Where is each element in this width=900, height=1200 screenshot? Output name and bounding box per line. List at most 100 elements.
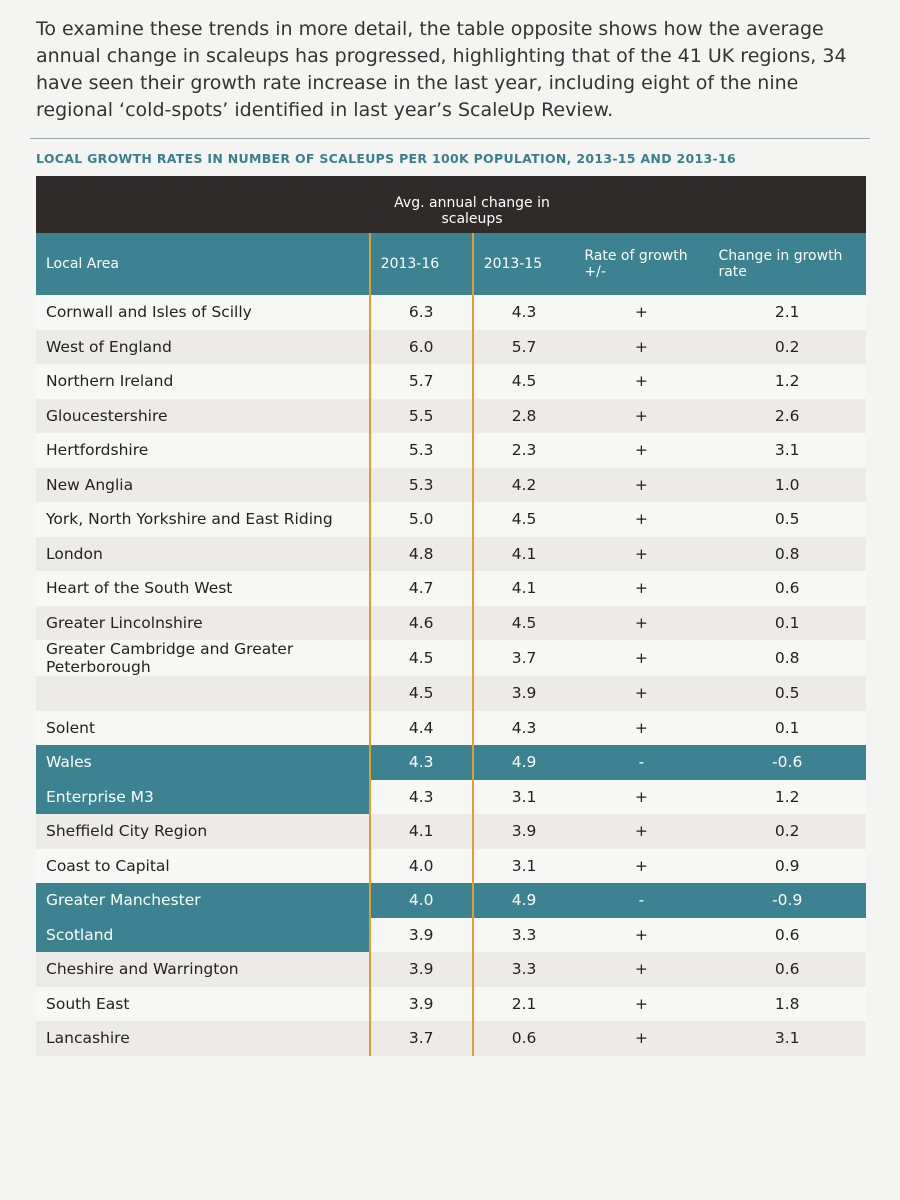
value-cell: 4.5 [368,640,474,676]
value-cell: 4.3 [368,745,474,780]
value-cell: 0.6 [708,917,866,952]
value-cell: 0.5 [708,676,866,711]
value-cell: 4.0 [368,848,474,883]
table-row: Greater Cambridge and Greater Peterborou… [36,640,866,676]
table-row: York, North Yorkshire and East Riding 5.0… [36,502,866,537]
value-cell: 0.1 [708,605,866,640]
value-cell: + [574,536,709,571]
value-cell: 4.8 [368,536,474,571]
column-header: Local Area [36,233,370,295]
value-cell: 1.2 [708,364,866,399]
value-cell: 5.3 [368,467,474,502]
table-row: Solent 4.4 4.3 +0.1 [36,710,866,745]
area-name: Scotland [36,917,370,952]
area-name: Cornwall and Isles of Scilly [36,295,370,330]
table-title: LOCAL GROWTH RATES IN NUMBER OF SCALEUPS… [36,151,736,166]
area-name: London [36,536,370,571]
value-cell: 3.7 [472,640,575,676]
value-cell: + [574,571,709,606]
value-cell: 2.3 [472,433,575,468]
area-name: West of England [36,329,370,364]
table-row: Hertfordshire 5.3 2.3 +3.1 [36,433,866,468]
area-name: Greater Manchester [36,883,370,918]
value-cell: 4.1 [472,536,575,571]
area-name: Heart of the South West [36,571,370,606]
value-cell: 4.6 [368,605,474,640]
table-row: Northern Ireland 5.7 4.5 +1.2 [36,364,866,399]
intro-text: To examine these trends in more detail, … [36,18,847,121]
value-cell: + [574,814,709,849]
table-row: Sheffield City Region 4.1 3.9 +0.2 [36,814,866,849]
value-cell: 4.5 [472,605,575,640]
table-row: Heart of the South West 4.7 4.1 +0.6 [36,571,866,606]
column-header: 2013-15 [472,233,575,295]
column-header: 2013-16 [368,233,474,295]
table-row: Enterprise M3 4.3 3.1 +1.2 [36,779,866,814]
area-name: Gloucestershire [36,398,370,433]
value-cell: 4.5 [368,676,474,711]
value-cell: -0.6 [708,745,866,780]
area-name: York, North Yorkshire and East Riding [36,502,370,537]
area-name: Sheffield City Region [36,814,370,849]
value-cell: 2.6 [708,398,866,433]
table-row: Cheshire and Warrington 3.9 3.3 +0.6 [36,952,866,987]
value-cell: 6.0 [368,329,474,364]
value-cell: + [574,605,709,640]
value-cell: 4.9 [472,883,575,918]
area-name: Enterprise M3 [36,779,370,814]
area-name: Cheshire and Warrington [36,952,370,987]
value-cell: 2.1 [472,986,575,1021]
table-row: South East 3.9 2.1 +1.8 [36,986,866,1021]
table-body: Cornwall and Isles of Scilly 6.3 4.3 +2.1 We… [36,295,866,1056]
area-name: Greater Cambridge and Greater Peterborou… [36,640,370,676]
value-cell: 3.9 [368,917,474,952]
table-row: Lancashire 3.7 0.6 +3.1 [36,1021,866,1056]
table-row: West of England 6.0 5.7 +0.2 [36,329,866,364]
column-header: Rate of growth +/- [574,233,709,295]
area-name: Wales [36,745,370,780]
value-cell: 4.1 [472,571,575,606]
value-cell: 2.8 [472,398,575,433]
value-cell: 3.9 [368,952,474,987]
value-cell: 4.5 [472,364,575,399]
table-row: Scotland 3.9 3.3 +0.6 [36,917,866,952]
value-cell: 3.1 [708,433,866,468]
value-cell: 0.8 [708,640,866,676]
divider [30,138,870,139]
header-cell [36,176,370,233]
value-cell: 0.2 [708,814,866,849]
area-name: South East [36,986,370,1021]
value-cell: 5.7 [368,364,474,399]
area-name: Solent [36,710,370,745]
table: Avg. annual change in scaleups Local Are… [36,176,866,1056]
area-name: Coast to Capital [36,848,370,883]
table-row: New Anglia 5.3 4.2 +1.0 [36,467,866,502]
value-cell: 0.5 [708,502,866,537]
value-cell: + [574,1021,709,1056]
column-header: Change in growth rate [708,233,866,295]
value-cell: + [574,467,709,502]
group-header-row: Avg. annual change in scaleups [36,176,866,233]
value-cell: 0.6 [708,571,866,606]
area-name: Lancashire [36,1021,370,1056]
value-cell: 0.1 [708,710,866,745]
area-name: Hertfordshire [36,433,370,468]
value-cell: 4.1 [368,814,474,849]
value-cell: 5.0 [368,502,474,537]
table-row: London 4.8 4.1 +0.8 [36,536,866,571]
value-cell: 4.7 [368,571,474,606]
value-cell: 5.5 [368,398,474,433]
value-cell: 0.8 [708,536,866,571]
value-cell: 4.3 [472,295,575,330]
group-header: Avg. annual change in scaleups [369,176,575,233]
value-cell: 0.6 [708,952,866,987]
header-cell [574,176,866,233]
table-row: Cornwall and Isles of Scilly 6.3 4.3 +2.1 [36,295,866,330]
value-cell: 4.5 [472,502,575,537]
value-cell: 4.9 [472,745,575,780]
value-cell: 1.2 [708,779,866,814]
value-cell: + [574,710,709,745]
value-cell: 3.9 [472,676,575,711]
value-cell: 3.1 [708,1021,866,1056]
